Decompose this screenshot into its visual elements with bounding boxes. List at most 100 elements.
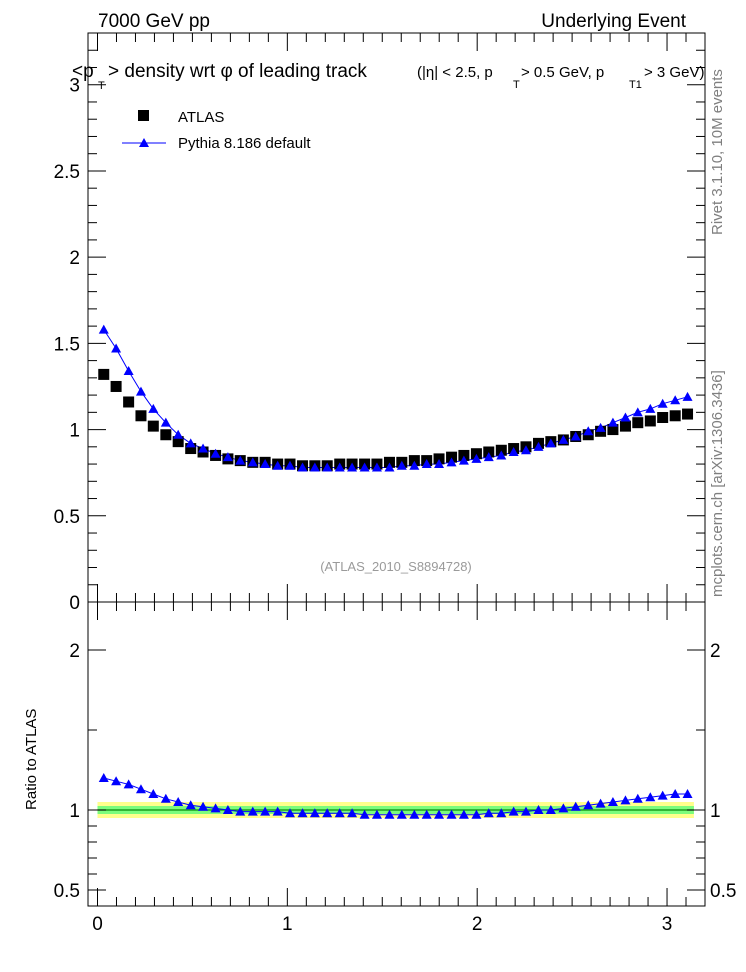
pythia-point <box>160 417 171 427</box>
ratio-point <box>632 793 643 803</box>
title-sub-1: T <box>98 80 105 92</box>
ratio-point <box>222 805 233 814</box>
y-tick-label: 1 <box>69 421 80 442</box>
ratio-point <box>570 801 581 811</box>
pythia-point <box>682 391 693 401</box>
ratio-point <box>260 806 271 816</box>
pythia-point <box>558 434 569 444</box>
atlas-point <box>408 455 420 467</box>
pythia-point <box>260 459 271 469</box>
pythia-point <box>533 441 544 451</box>
x-tick-label: 2 <box>472 914 483 935</box>
atlas-point <box>682 408 694 420</box>
ratio-y-tick-label-right: 0.5 <box>710 881 736 902</box>
pythia-point <box>272 460 283 470</box>
main-panel-ticks: 0 0.5 1 1.5 2 2.5 3 <box>54 32 706 614</box>
ratio-point <box>309 808 320 818</box>
ratio-point <box>210 803 221 813</box>
ratio-point <box>123 779 134 789</box>
pythia-point <box>98 324 109 334</box>
plot-title: <p T > density wrt φ of leading track (|… <box>72 61 704 92</box>
ratio-point <box>657 790 668 800</box>
ratio-point <box>545 805 556 814</box>
ratio-point <box>670 789 681 798</box>
x-tick-label: 1 <box>282 914 293 935</box>
ratio-panel-ticks: 0.5 0.5 1 1 2 2 0 1 2 3 <box>54 602 736 935</box>
ratio-point <box>446 809 457 819</box>
ratio-point <box>396 809 407 819</box>
pythia-point <box>371 462 382 472</box>
pythia-point <box>645 403 656 413</box>
atlas-point <box>495 444 507 456</box>
ratio-point <box>284 808 295 818</box>
pythia-point <box>570 431 581 441</box>
pythia-point <box>309 462 320 472</box>
pythia-point <box>222 452 233 462</box>
ratio-point <box>620 795 631 805</box>
pythia-point <box>607 417 618 427</box>
y-tick-label: 1.5 <box>54 334 80 355</box>
atlas-point <box>607 424 619 436</box>
pythia-point <box>198 443 209 453</box>
x-tick-label: 0 <box>92 914 103 935</box>
pythia-point <box>322 462 333 472</box>
ratio-y-tick-label: 1 <box>69 801 80 822</box>
ratio-point <box>135 784 146 794</box>
title-part-5: > 3 GeV) <box>644 64 704 81</box>
ratio-point <box>347 808 358 818</box>
atlas-point <box>619 420 631 432</box>
pythia-point <box>359 462 370 472</box>
pythia-point <box>123 365 134 375</box>
ratio-y-tick-label: 2 <box>69 641 80 662</box>
atlas-point <box>470 448 482 460</box>
legend: ATLAS Pythia 8.186 default <box>122 109 311 152</box>
ratio-point <box>322 808 333 818</box>
pythia-point <box>471 453 482 463</box>
ratio-point <box>297 808 308 818</box>
y-tick-label: 3 <box>69 76 80 97</box>
ratio-y-tick-label-right: 1 <box>710 801 721 822</box>
ratio-point <box>421 809 432 819</box>
ratio-point <box>272 806 283 816</box>
analysis-watermark: (ATLAS_2010_S8894728) <box>320 559 472 574</box>
ratio-point <box>607 797 618 806</box>
ratio-point <box>235 806 246 816</box>
header-right: Underlying Event <box>541 11 686 32</box>
atlas-point <box>135 410 147 422</box>
ratio-point <box>471 809 482 819</box>
atlas-point <box>160 429 172 441</box>
atlas-point <box>644 415 656 427</box>
ratio-point <box>595 798 606 808</box>
pythia-point <box>235 455 246 465</box>
ratio-point <box>160 793 171 803</box>
atlas-point <box>669 410 681 422</box>
title-part-3: (|η| < 2.5, p <box>417 64 493 81</box>
pythia-point <box>148 403 159 413</box>
pythia-point <box>185 438 196 448</box>
ratio-point <box>371 809 382 819</box>
y-tick-label: 2.5 <box>54 162 80 183</box>
ratio-point <box>682 789 693 798</box>
ratio-panel-frame <box>87 601 706 907</box>
pythia-point <box>595 422 606 432</box>
mcplots-label: mcplots.cern.ch [arXiv:1306.3436] <box>709 370 726 597</box>
pythia-point <box>508 446 519 456</box>
ratio-point <box>185 800 196 810</box>
atlas-point <box>123 396 135 408</box>
x-tick-label: 3 <box>662 914 673 935</box>
y-tick-label: 2 <box>69 248 80 269</box>
pythia-point <box>247 457 258 467</box>
pythia-point <box>409 460 420 470</box>
pythia-point <box>111 343 122 353</box>
rivet-label: Rivet 3.1.10, 10M events <box>709 69 726 235</box>
pythia-point <box>421 459 432 469</box>
pythia-point <box>384 462 395 472</box>
pythia-point <box>496 450 507 460</box>
title-part-4: > 0.5 GeV, p <box>521 64 604 81</box>
ratio-point <box>359 809 370 819</box>
pythia-point <box>632 407 643 417</box>
ratio-panel-series <box>98 773 693 819</box>
ratio-panel: 0.5 0.5 1 1 2 2 0 1 2 3 <box>54 601 736 935</box>
ratio-point <box>98 773 109 782</box>
ratio-point <box>520 806 531 816</box>
